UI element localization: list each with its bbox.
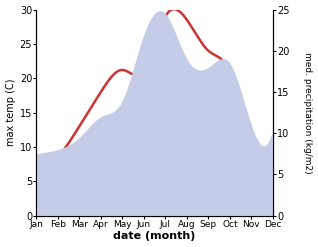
Y-axis label: med. precipitation (kg/m2): med. precipitation (kg/m2) <box>303 52 313 173</box>
Y-axis label: max temp (C): max temp (C) <box>5 79 16 146</box>
X-axis label: date (month): date (month) <box>114 231 196 242</box>
